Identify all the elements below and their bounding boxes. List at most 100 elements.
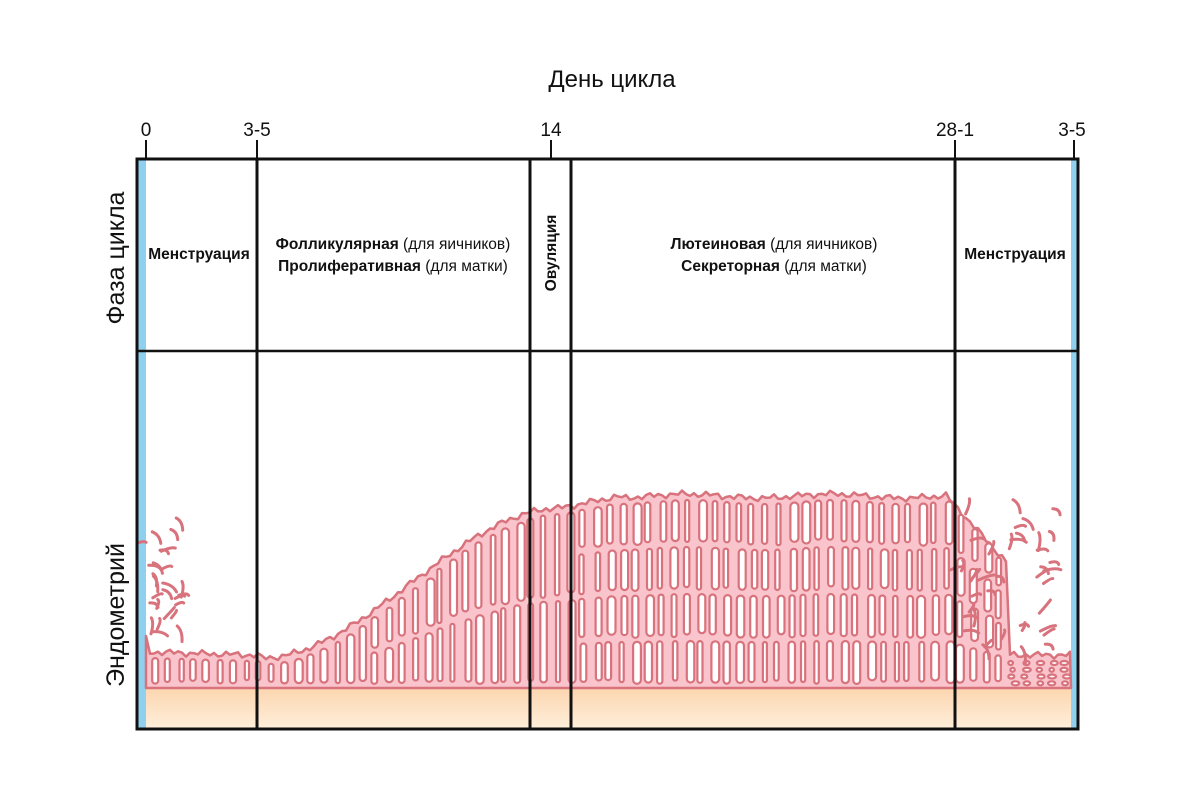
tissue-fragment-44 <box>970 592 983 598</box>
gland-199 <box>1062 673 1072 680</box>
gland-174 <box>983 578 993 613</box>
tissue-fragment-38 <box>1037 598 1052 615</box>
gland-43 <box>539 514 547 599</box>
tissue-fragment-29 <box>987 540 996 556</box>
phase-label-menstruation-end: Менструация <box>964 246 1066 263</box>
gland-167 <box>956 600 964 639</box>
gland-127 <box>826 592 836 636</box>
proliferative-note: (для матки) <box>421 258 508 275</box>
gland-58 <box>607 549 617 592</box>
gland-190 <box>1035 666 1044 673</box>
gland-197 <box>1059 659 1070 667</box>
gland-118 <box>801 546 811 592</box>
gland-148 <box>893 640 901 683</box>
tissue-fragment-2 <box>169 527 180 542</box>
gland-7 <box>243 659 251 682</box>
gland-153 <box>918 502 929 547</box>
gland-63 <box>620 594 629 637</box>
gland-125 <box>826 498 835 541</box>
luteal-note: (для яичников) <box>766 236 878 253</box>
gland-112 <box>772 640 780 682</box>
gland-75 <box>657 593 665 637</box>
tissue-fragment-15 <box>174 516 185 532</box>
gland-96 <box>722 640 732 685</box>
gland-179 <box>994 621 1002 651</box>
gland-83 <box>682 592 692 636</box>
gland-29 <box>449 558 459 618</box>
gland-200 <box>1060 680 1070 687</box>
gland-19 <box>385 606 394 643</box>
gland-133 <box>851 499 861 543</box>
gland-184 <box>1010 680 1021 687</box>
tissue-fragment-19 <box>149 616 155 636</box>
gland-138 <box>866 547 874 591</box>
phase-label-proliferative: Пролиферативная (для матки) <box>278 258 508 275</box>
tissue-fragment-43 <box>969 568 979 583</box>
gland-158 <box>930 547 938 593</box>
gland-119 <box>799 593 807 638</box>
gland-130 <box>841 545 850 591</box>
gland-98 <box>737 548 747 591</box>
gland-26 <box>424 632 434 683</box>
gland-128 <box>825 639 835 683</box>
gland-141 <box>878 502 886 545</box>
gland-27 <box>436 567 443 625</box>
gland-114 <box>789 547 799 593</box>
gland-14 <box>334 640 342 685</box>
gland-12 <box>306 653 315 685</box>
gland-51 <box>577 597 586 639</box>
tissue-fragment-37 <box>967 603 976 614</box>
gland-71 <box>645 594 656 638</box>
tissue-fragment-56 <box>947 565 966 572</box>
gland-187 <box>1020 673 1029 680</box>
gland-2 <box>178 657 185 683</box>
tissue-fragment-23 <box>161 588 174 601</box>
gland-101 <box>747 502 755 546</box>
gland-89 <box>711 499 719 543</box>
day-axis-title: День цикла <box>548 66 676 93</box>
tissue-fragment-16 <box>155 617 162 631</box>
gland-22 <box>397 641 406 685</box>
phase-label-luteal: Лютеиновая (для яичников) <box>671 236 878 253</box>
tissue-fragment-53 <box>1035 568 1050 579</box>
gland-162 <box>943 546 950 590</box>
gland-45 <box>553 512 561 597</box>
tissue-fragment-21 <box>155 598 161 610</box>
gland-3 <box>189 658 197 682</box>
tissue-fragment-32 <box>1014 531 1027 543</box>
tissue-fragment-42 <box>959 559 966 573</box>
secretory-note: (для матки) <box>780 258 867 275</box>
gland-93 <box>723 501 731 544</box>
phase-label-secretory: Секреторная (для матки) <box>681 258 867 275</box>
gland-15 <box>345 633 356 685</box>
tissue-fragment-63 <box>1042 576 1055 585</box>
tissue-fragment-65 <box>1018 622 1030 628</box>
tick-label-day-3-5: 3-5 <box>243 120 270 141</box>
gland-134 <box>851 546 861 591</box>
gland-79 <box>670 593 678 639</box>
gland-55 <box>594 596 603 638</box>
gland-90 <box>710 546 721 591</box>
gland-172 <box>969 647 978 682</box>
gland-132 <box>840 639 850 685</box>
gland-150 <box>905 548 914 591</box>
gland-161 <box>944 500 954 546</box>
phase-label-ovulation: Овуляция <box>543 215 560 292</box>
tick-label-day-0: 0 <box>141 120 152 141</box>
gland-124 <box>813 639 820 685</box>
tissue-fragment-41 <box>976 573 997 582</box>
gland-157 <box>929 501 937 545</box>
gland-52 <box>579 642 588 684</box>
gland-117 <box>801 500 812 545</box>
phase-label-menstruation-start: Менструация <box>148 246 250 263</box>
tissue-fragment-6 <box>138 540 148 545</box>
gland-111 <box>776 594 786 636</box>
tissue-fragment-50 <box>1039 565 1050 576</box>
gland-149 <box>903 502 912 544</box>
gland-160 <box>930 640 941 682</box>
gland-33 <box>474 541 483 610</box>
endometrium-base-layer <box>138 686 1078 730</box>
gland-103 <box>749 594 758 639</box>
gland-193 <box>1049 659 1059 667</box>
